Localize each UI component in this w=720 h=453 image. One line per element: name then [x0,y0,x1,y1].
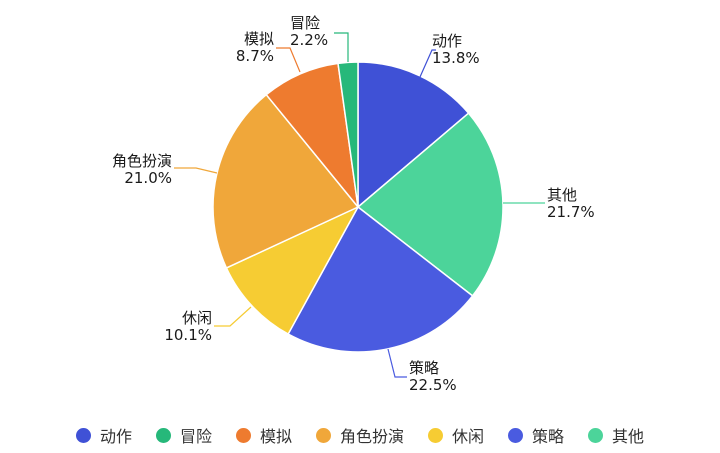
pie-slice[interactable] [287,206,474,353]
legend-item-rpg[interactable]: 角色扮演 [315,423,404,447]
legend-label: 休闲 [452,427,485,446]
legend-item-casual[interactable]: 休闲 [428,423,484,447]
legend-label: 策略 [532,427,565,446]
legend-dot-icon [75,427,91,443]
legend-item-other[interactable]: 其他 [588,423,644,447]
leader-line [174,167,218,174]
legend-dot-icon [155,427,171,443]
legend-label: 角色扮演 [339,427,404,446]
legend-dot-icon [428,427,443,443]
legend-label: 动作 [99,427,132,446]
slice-label-action: 动作 13.8% [432,32,480,67]
legend-item-action[interactable]: 动作 [75,423,132,447]
legend-label: 模拟 [259,427,292,446]
slice-label-simulation: 模拟 8.7% [235,30,274,65]
pie-slice[interactable] [337,61,359,208]
legend-dot-icon [508,427,524,443]
pie-slice[interactable] [357,61,470,208]
legend-item-adventure[interactable]: 冒险 [155,423,212,447]
pie-slice[interactable] [357,112,504,297]
leader-line [214,306,252,327]
slice-label-rpg: 角色扮演 21.0% [111,152,172,187]
legend-label: 冒险 [179,427,212,446]
chart-legend: 动作 冒险 模拟 角色扮演 休闲 策略 其他 [0,420,720,450]
legend-dot-icon [315,427,331,443]
pie-chart [174,32,545,378]
leader-line [334,32,349,62]
legend-item-strategy[interactable]: 策略 [508,423,564,447]
pie-slice[interactable] [212,93,359,269]
pie-slices [212,61,504,353]
slice-label-adventure: 冒险 2.2% [290,14,329,49]
legend-dot-icon [235,427,251,443]
legend-dot-icon [588,427,604,443]
legend-item-simulation[interactable]: 模拟 [235,423,292,447]
slice-label-other: 其他 21.7% [547,186,595,221]
slice-label-strategy: 策略 22.5% [409,359,457,394]
pie-slice[interactable] [225,206,359,335]
leader-line [387,348,407,378]
legend-label: 其他 [612,427,645,446]
slice-label-casual: 休闲 10.1% [164,309,212,344]
leader-line [419,49,436,78]
leader-line [276,47,301,73]
label-leader-lines [174,32,545,378]
